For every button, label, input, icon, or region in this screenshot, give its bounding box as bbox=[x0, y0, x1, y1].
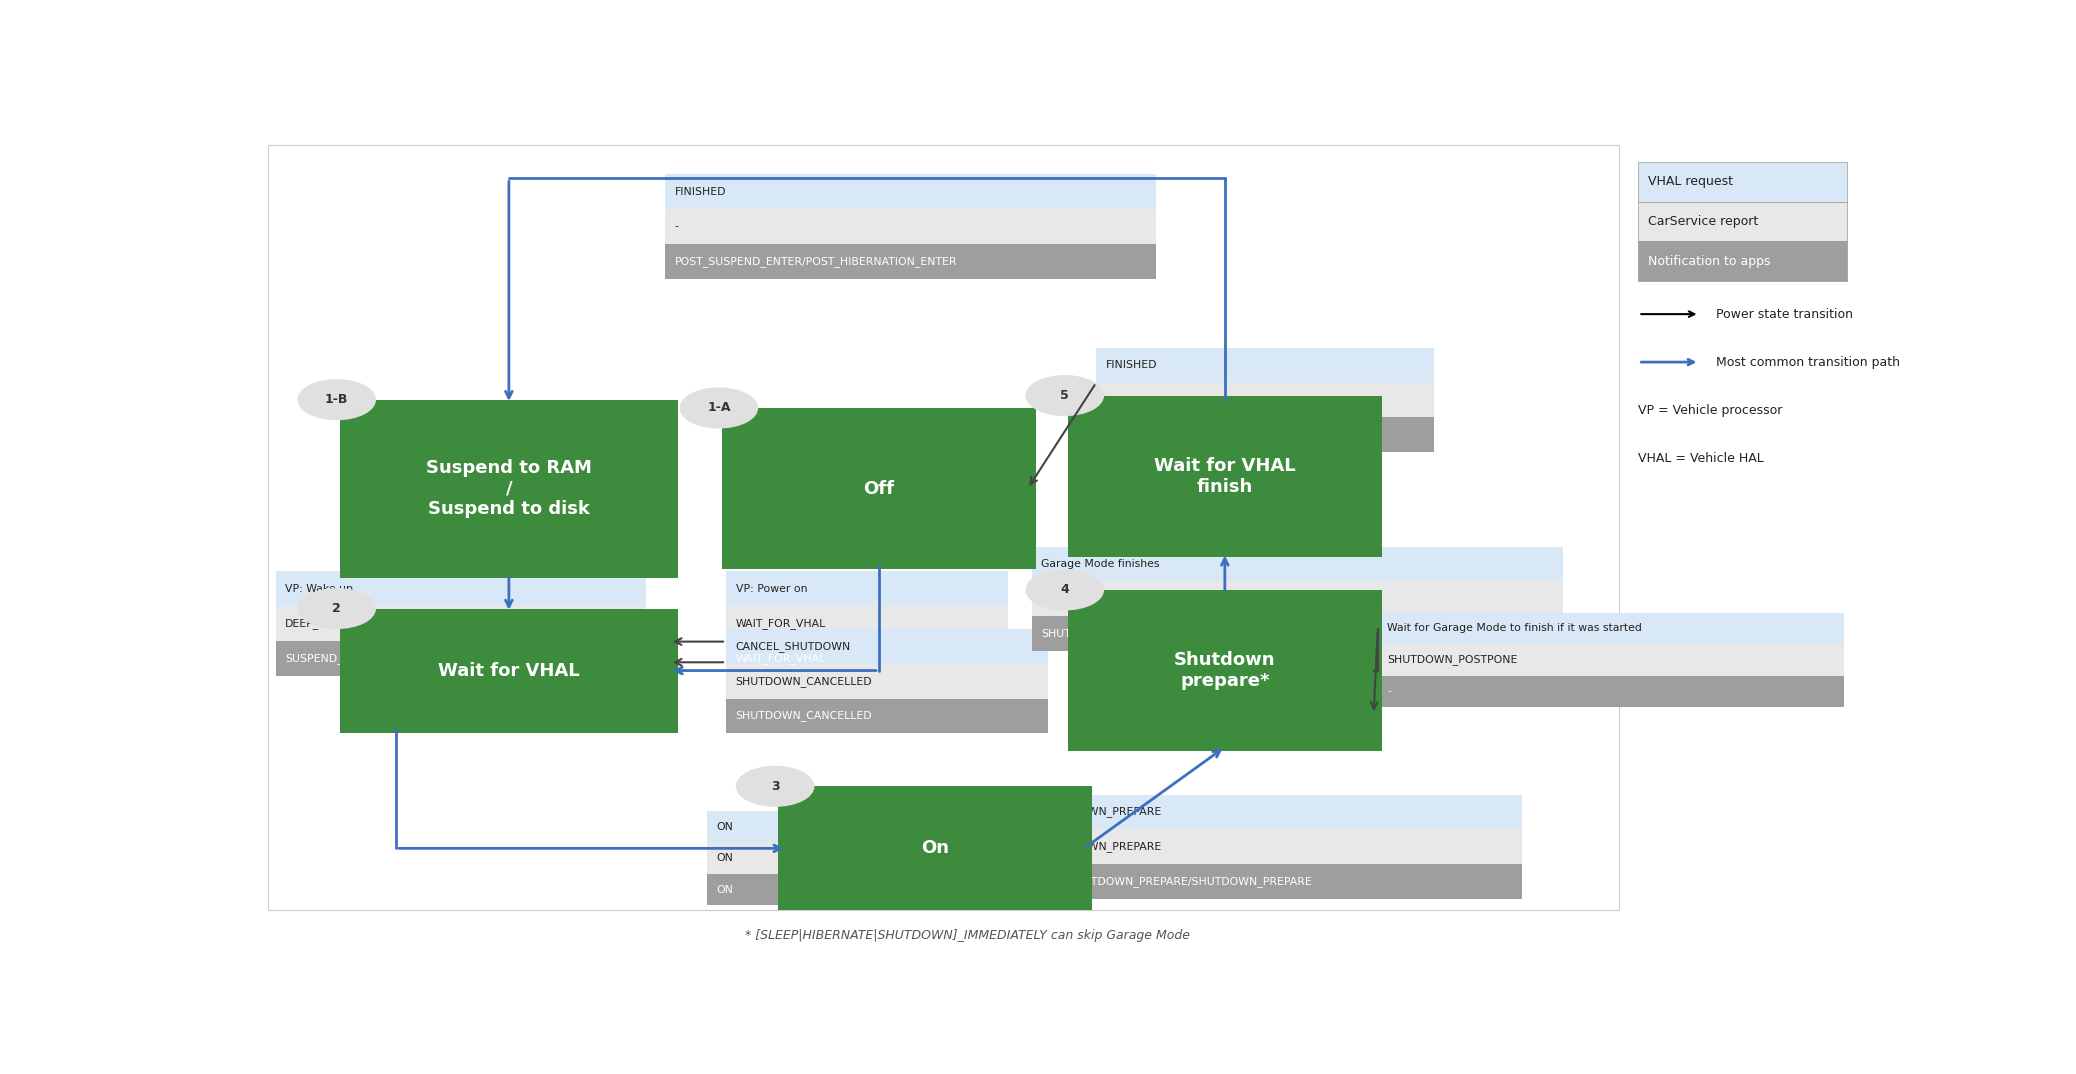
FancyBboxPatch shape bbox=[1032, 581, 1563, 616]
Text: Power state transition: Power state transition bbox=[1715, 307, 1852, 321]
FancyBboxPatch shape bbox=[1378, 612, 1843, 644]
Text: ON: ON bbox=[716, 853, 733, 863]
Text: Suspend to RAM
/
Suspend to disk: Suspend to RAM / Suspend to disk bbox=[426, 459, 592, 519]
Text: POST_SUSPEND_ENTER/POST_HIBERNATION_ENTER: POST_SUSPEND_ENTER/POST_HIBERNATION_ENTE… bbox=[675, 256, 957, 266]
FancyBboxPatch shape bbox=[664, 174, 1156, 209]
FancyBboxPatch shape bbox=[340, 609, 677, 732]
FancyBboxPatch shape bbox=[1096, 382, 1435, 418]
FancyBboxPatch shape bbox=[1638, 242, 1848, 281]
FancyBboxPatch shape bbox=[727, 571, 1007, 606]
Circle shape bbox=[737, 767, 814, 807]
Text: SHUTDOWN_POSTPONE: SHUTDOWN_POSTPONE bbox=[1387, 654, 1518, 665]
Text: Wait for VHAL
finish: Wait for VHAL finish bbox=[1154, 456, 1295, 495]
Circle shape bbox=[681, 388, 758, 427]
Text: POST_SHUTDOWN_ENTER: POST_SHUTDOWN_ENTER bbox=[1107, 430, 1248, 440]
FancyBboxPatch shape bbox=[1032, 616, 1563, 651]
FancyBboxPatch shape bbox=[1096, 348, 1435, 382]
FancyBboxPatch shape bbox=[1378, 644, 1843, 676]
FancyBboxPatch shape bbox=[1638, 162, 1848, 202]
Circle shape bbox=[1026, 376, 1102, 416]
FancyBboxPatch shape bbox=[1032, 829, 1522, 865]
FancyBboxPatch shape bbox=[722, 408, 1036, 569]
Text: FINISHED: FINISHED bbox=[675, 187, 727, 197]
Text: DEEP_SLEEP_EXIT/HIBERNATION_EXIT: DEEP_SLEEP_EXIT/HIBERNATION_EXIT bbox=[284, 618, 490, 629]
Text: SHUTDOWN_CANCELLED: SHUTDOWN_CANCELLED bbox=[735, 676, 872, 686]
FancyBboxPatch shape bbox=[1032, 795, 1522, 829]
Text: VHAL = Vehicle HAL: VHAL = Vehicle HAL bbox=[1638, 451, 1765, 465]
FancyBboxPatch shape bbox=[664, 244, 1156, 278]
Circle shape bbox=[299, 589, 376, 628]
FancyBboxPatch shape bbox=[727, 664, 1048, 699]
Circle shape bbox=[1026, 570, 1102, 610]
Text: 5: 5 bbox=[1061, 389, 1069, 402]
Text: Off: Off bbox=[864, 480, 895, 497]
Text: SUSPEND_EXIT/HIBERNATION_EXIT: SUSPEND_EXIT/HIBERNATION_EXIT bbox=[284, 653, 475, 664]
Text: Most common transition path: Most common transition path bbox=[1715, 355, 1900, 368]
FancyBboxPatch shape bbox=[706, 811, 820, 843]
FancyBboxPatch shape bbox=[727, 629, 1048, 664]
Text: VHAL request: VHAL request bbox=[1648, 175, 1733, 188]
Text: VP: Power on: VP: Power on bbox=[735, 583, 808, 594]
Text: 2: 2 bbox=[332, 603, 340, 615]
FancyBboxPatch shape bbox=[1378, 676, 1843, 707]
Text: CarService report: CarService report bbox=[1648, 215, 1758, 228]
Text: On: On bbox=[922, 840, 949, 857]
FancyBboxPatch shape bbox=[1067, 590, 1383, 751]
Text: SHUTDOWN_START/DEEP_SLEEP_ENTRY/HIBERNATION_ENTRY: SHUTDOWN_START/DEEP_SLEEP_ENTRY/HIBERNAT… bbox=[1042, 593, 1376, 604]
FancyBboxPatch shape bbox=[727, 641, 1007, 676]
FancyBboxPatch shape bbox=[1032, 547, 1563, 581]
Text: 4: 4 bbox=[1061, 583, 1069, 596]
FancyBboxPatch shape bbox=[727, 699, 1048, 734]
Text: SHUTDOWN_PREPARE: SHUTDOWN_PREPARE bbox=[1042, 807, 1163, 817]
FancyBboxPatch shape bbox=[778, 786, 1092, 911]
Text: SHUTDOWN_ENTER/SUSPEND_ENTER/HIBERNATION_ENTER: SHUTDOWN_ENTER/SUSPEND_ENTER/HIBERNATION… bbox=[1042, 628, 1366, 639]
FancyBboxPatch shape bbox=[706, 843, 820, 874]
Text: VP = Vehicle processor: VP = Vehicle processor bbox=[1638, 404, 1783, 417]
Text: WAIT_FOR_VHAL: WAIT_FOR_VHAL bbox=[735, 653, 826, 664]
Text: 1-B: 1-B bbox=[326, 393, 349, 406]
FancyBboxPatch shape bbox=[276, 606, 646, 641]
Text: Notification to apps: Notification to apps bbox=[1648, 255, 1771, 267]
Text: CANCEL_SHUTDOWN: CANCEL_SHUTDOWN bbox=[735, 641, 851, 652]
Text: 1-A: 1-A bbox=[708, 402, 731, 415]
Text: VP: Wake up: VP: Wake up bbox=[284, 583, 353, 594]
Text: -: - bbox=[675, 221, 679, 232]
Text: SHUTDOWN_PREPARE: SHUTDOWN_PREPARE bbox=[1042, 841, 1163, 852]
FancyBboxPatch shape bbox=[276, 641, 646, 676]
Text: PRE_SHUTDOWN_PREPARE/SHUTDOWN_PREPARE: PRE_SHUTDOWN_PREPARE/SHUTDOWN_PREPARE bbox=[1042, 876, 1312, 887]
Text: -: - bbox=[1387, 686, 1391, 696]
Text: Wait for Garage Mode to finish if it was started: Wait for Garage Mode to finish if it was… bbox=[1387, 623, 1642, 634]
Circle shape bbox=[299, 380, 376, 420]
Text: SHUTDOWN_CANCELLED: SHUTDOWN_CANCELLED bbox=[735, 711, 872, 722]
FancyBboxPatch shape bbox=[1067, 395, 1383, 556]
Text: * [SLEEP|HIBERNATE|SHUTDOWN]_IMMEDIATELY can skip Garage Mode: * [SLEEP|HIBERNATE|SHUTDOWN]_IMMEDIATELY… bbox=[745, 929, 1190, 942]
Text: 3: 3 bbox=[770, 780, 778, 793]
Text: Wait for VHAL: Wait for VHAL bbox=[438, 662, 579, 680]
FancyBboxPatch shape bbox=[1096, 418, 1435, 452]
Text: Shutdown
prepare*: Shutdown prepare* bbox=[1175, 651, 1275, 690]
Text: ON: ON bbox=[716, 822, 733, 832]
FancyBboxPatch shape bbox=[276, 571, 646, 606]
FancyBboxPatch shape bbox=[1638, 202, 1848, 242]
Text: Garage Mode finishes: Garage Mode finishes bbox=[1042, 558, 1160, 569]
FancyBboxPatch shape bbox=[1032, 865, 1522, 899]
Text: FINISHED: FINISHED bbox=[1107, 361, 1156, 371]
FancyBboxPatch shape bbox=[664, 209, 1156, 244]
Text: -: - bbox=[1107, 395, 1111, 405]
FancyBboxPatch shape bbox=[340, 400, 677, 578]
Text: WAIT_FOR_VHAL: WAIT_FOR_VHAL bbox=[735, 618, 826, 629]
FancyBboxPatch shape bbox=[706, 874, 820, 905]
FancyBboxPatch shape bbox=[727, 606, 1007, 641]
Text: ON: ON bbox=[716, 885, 733, 895]
